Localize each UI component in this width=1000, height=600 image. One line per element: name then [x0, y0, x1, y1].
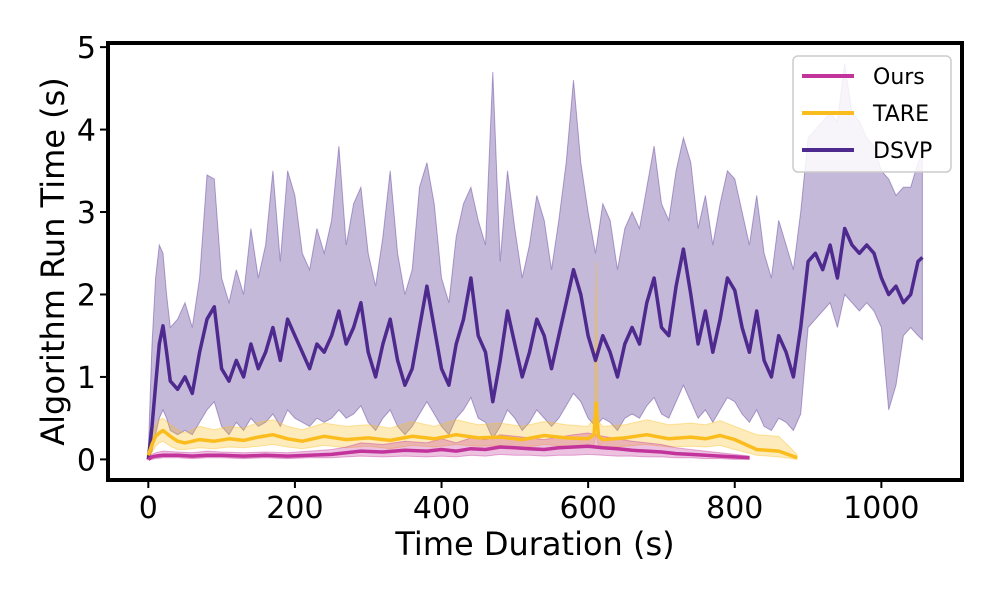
y-tick-label: 2 [77, 278, 96, 313]
x-tick-label: 800 [706, 491, 763, 526]
x-tick-label: 600 [560, 491, 617, 526]
ours-line [147, 444, 750, 461]
y-tick-label: 5 [77, 31, 96, 66]
dsvp-band [147, 63, 923, 460]
x-tick-label: 0 [139, 491, 158, 526]
legend-label-dsvp: DSVP [873, 139, 932, 164]
y-tick-label: 4 [77, 114, 96, 149]
plot-frame [106, 41, 964, 482]
x-tick-label: 1000 [843, 491, 919, 526]
x-tick-label: 200 [266, 491, 323, 526]
x-axis-ticks: 0 200 400 600 800 1000 [139, 480, 920, 526]
legend-box [792, 55, 952, 173]
dsvp-line [146, 226, 924, 460]
x-tick-label: 400 [413, 491, 470, 526]
x-axis-label: Time Duration (s) [394, 525, 674, 563]
y-tick-label: 1 [77, 361, 96, 396]
legend-label-ours: Ours [873, 65, 925, 90]
legend-label-tare: TARE [872, 102, 929, 127]
legend: Ours TARE DSVP [792, 55, 952, 173]
tare-line [146, 401, 798, 460]
series-lines [146, 226, 924, 461]
ours-band [147, 432, 750, 460]
y-axis-label: Algorithm Run Time (s) [34, 77, 72, 446]
y-tick-label: 0 [77, 443, 96, 478]
y-axis-ticks: 0 1 2 3 4 5 [77, 31, 108, 478]
y-tick-label: 3 [77, 196, 96, 231]
